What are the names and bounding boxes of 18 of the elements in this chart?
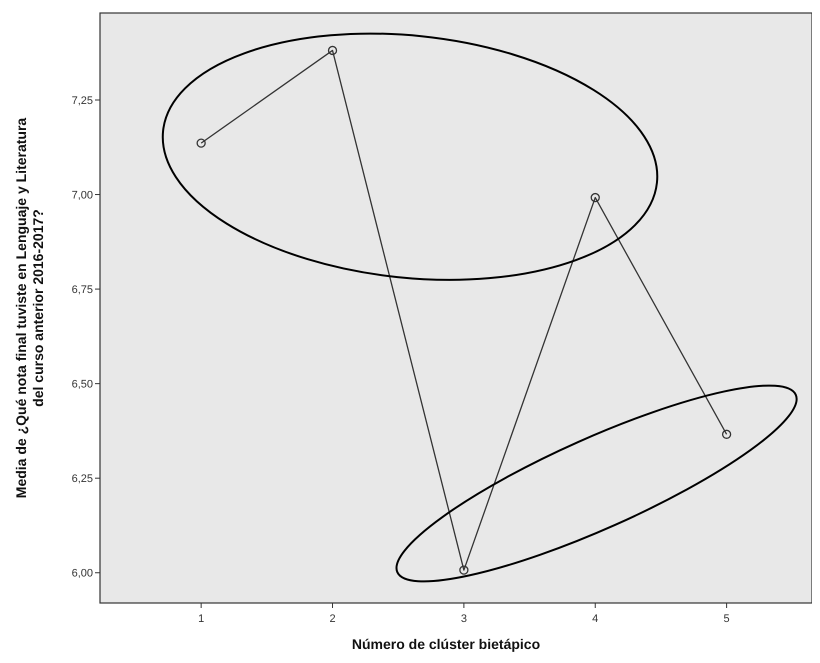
y-tick-label: 7,00 <box>72 189 93 202</box>
y-tick-label: 7,25 <box>72 94 93 107</box>
y-tick-label: 6,25 <box>72 473 93 486</box>
point <box>328 46 338 56</box>
y-tick-label: 6,75 <box>72 284 93 296</box>
point <box>722 430 732 439</box>
y-axis-title: Media de ¿Qué nota final tuviste en Lenguaje y Literatura del curso anterior 2016-2017? <box>13 118 46 498</box>
x-tick-label: 2 <box>329 613 336 625</box>
point <box>196 138 206 148</box>
x-tick-label: 3 <box>460 613 467 625</box>
x-tick-label: 4 <box>592 613 598 625</box>
x-tick-label: 1 <box>198 613 204 625</box>
point <box>459 565 469 575</box>
x-axis-title: Número de clúster bietápico <box>352 636 540 652</box>
y-tick-label: 6,50 <box>72 378 93 390</box>
x-tick-label: 5 <box>724 613 730 625</box>
point <box>590 192 600 202</box>
y-tick-label: 6,00 <box>72 568 93 580</box>
